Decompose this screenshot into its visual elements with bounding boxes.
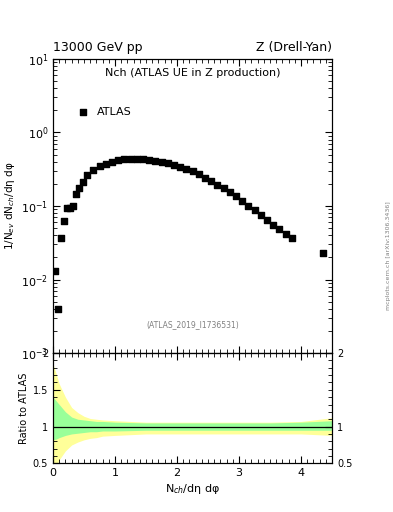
ATLAS <box>158 158 165 166</box>
Legend: ATLAS: ATLAS <box>67 103 136 121</box>
ATLAS <box>252 206 258 214</box>
ATLAS <box>73 190 79 198</box>
ATLAS <box>90 166 97 175</box>
ATLAS <box>183 165 189 173</box>
ATLAS <box>239 198 245 206</box>
ATLAS <box>103 160 109 168</box>
Y-axis label: 1/N$_{ev}$ dN$_{ch}$/dη dφ: 1/N$_{ev}$ dN$_{ch}$/dη dφ <box>3 162 17 250</box>
ATLAS <box>208 177 214 185</box>
ATLAS <box>320 249 326 257</box>
Text: Z (Drell-Yan): Z (Drell-Yan) <box>256 41 332 54</box>
ATLAS <box>79 178 86 186</box>
ATLAS <box>121 155 127 163</box>
Text: mcplots.cern.ch [arXiv:1306.3436]: mcplots.cern.ch [arXiv:1306.3436] <box>386 202 391 310</box>
Text: Nch (ATLAS UE in Z production): Nch (ATLAS UE in Z production) <box>105 68 280 78</box>
ATLAS <box>76 184 83 192</box>
ATLAS <box>283 229 289 238</box>
ATLAS <box>70 202 76 210</box>
Y-axis label: Ratio to ATLAS: Ratio to ATLAS <box>18 373 29 444</box>
ATLAS <box>115 156 121 164</box>
ATLAS <box>55 305 61 313</box>
ATLAS <box>61 217 67 225</box>
ATLAS <box>67 203 73 211</box>
ATLAS <box>220 184 227 192</box>
ATLAS <box>227 188 233 196</box>
ATLAS <box>58 233 64 242</box>
ATLAS <box>84 172 90 180</box>
Text: 13000 GeV pp: 13000 GeV pp <box>53 41 143 54</box>
ATLAS <box>233 193 239 201</box>
ATLAS <box>264 216 270 224</box>
ATLAS <box>51 267 58 275</box>
ATLAS <box>127 155 134 163</box>
ATLAS <box>146 156 152 164</box>
ATLAS <box>276 225 283 233</box>
ATLAS <box>96 162 103 170</box>
ATLAS <box>64 203 70 211</box>
ATLAS <box>196 170 202 178</box>
ATLAS <box>177 163 183 171</box>
ATLAS <box>165 159 171 167</box>
ATLAS <box>202 174 208 182</box>
ATLAS <box>152 157 158 165</box>
ATLAS <box>109 158 115 166</box>
ATLAS <box>171 161 177 169</box>
ATLAS <box>140 155 146 163</box>
ATLAS <box>258 211 264 219</box>
ATLAS <box>245 202 252 210</box>
ATLAS <box>270 221 276 229</box>
Text: (ATLAS_2019_I1736531): (ATLAS_2019_I1736531) <box>146 321 239 330</box>
ATLAS <box>214 181 220 189</box>
ATLAS <box>288 233 295 242</box>
ATLAS <box>134 155 140 163</box>
X-axis label: N$_{ch}$/dη dφ: N$_{ch}$/dη dφ <box>165 482 220 497</box>
ATLAS <box>189 167 196 175</box>
